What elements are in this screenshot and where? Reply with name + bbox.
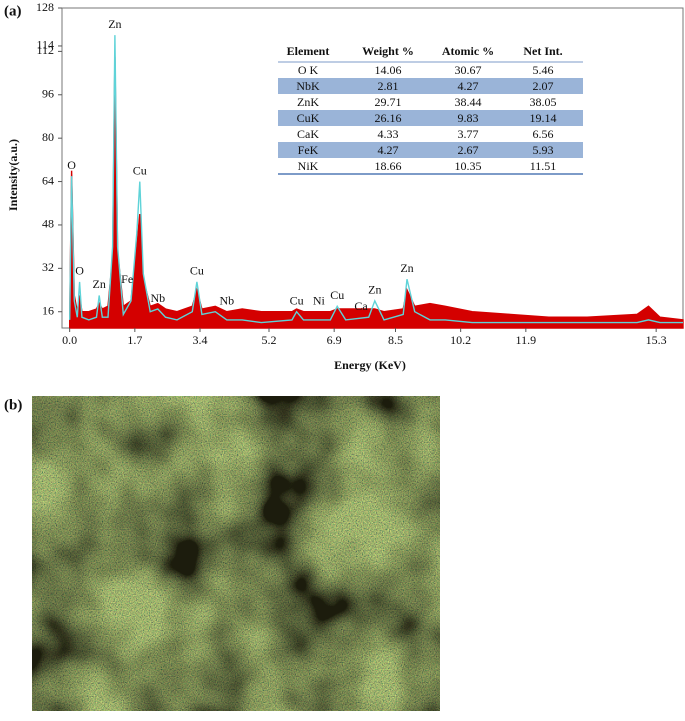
table-header: Atomic % [442, 44, 494, 58]
x-tick-label: 8.5 [388, 333, 403, 347]
table-row-band [278, 94, 583, 110]
peak-label: Zn [93, 277, 106, 291]
y-tick-label: 112 [36, 43, 54, 57]
x-tick-label: 6.9 [327, 333, 342, 347]
data-table: Element Weight % Atomic % Net Int. O K 14.06 3… [278, 44, 583, 175]
table-cell: 30.67 [455, 63, 482, 77]
table-cell: 2.07 [533, 79, 554, 93]
table-cell: 5.93 [533, 143, 554, 157]
peak-label: Nb [150, 291, 165, 305]
peak-label: O [67, 158, 76, 172]
table-row-band [278, 142, 583, 158]
y-tick-label: 64 [42, 173, 54, 187]
table-header: Element [287, 44, 330, 58]
x-tick-label: 15.3 [646, 333, 667, 347]
x-tick-label: 0.0 [62, 333, 77, 347]
table-row-band [278, 110, 583, 126]
peak-label: Zn [108, 17, 121, 31]
table-cell: 4.33 [378, 127, 399, 141]
table-cell: 10.35 [455, 159, 482, 173]
peak-label: Cu [330, 288, 344, 302]
peak-label: Zn [368, 283, 381, 297]
peak-label: Ni [313, 293, 326, 307]
table-cell: FeK [298, 143, 319, 157]
panel-label: (a) [4, 3, 22, 19]
table-row-band [278, 78, 583, 94]
table-cell: CaK [297, 127, 319, 141]
table-cell: O K [298, 63, 319, 77]
table-cell: ZnK [297, 95, 319, 109]
x-axis-title: Energy (KeV) [334, 358, 406, 372]
spectrum-line [69, 35, 683, 324]
table-cell: 4.27 [458, 79, 479, 93]
x-tick-label: 10.2 [450, 333, 471, 347]
peak-label: Cu [290, 293, 304, 307]
table-row-band [278, 62, 583, 78]
table-cell: 19.14 [530, 111, 557, 125]
table-cell: 11.51 [530, 159, 557, 173]
peak-label: Cu [190, 264, 204, 278]
y-tick-label: 16 [42, 303, 54, 317]
x-tick-label: 3.4 [193, 333, 208, 347]
table-cell: NiK [298, 159, 319, 173]
peak-label: Fe [121, 272, 133, 286]
y-axis-title: Intensity(a.u.) [6, 139, 20, 211]
table-cell: 38.44 [455, 95, 482, 109]
micrograph [32, 396, 440, 711]
y-tick-label: 80 [42, 130, 54, 144]
y-tick-label: 114 [36, 38, 54, 52]
x-tick-label: 5.2 [262, 333, 277, 347]
table-row-band [278, 158, 583, 174]
table-cell: NbK [296, 79, 320, 93]
y-tick-label: 128 [36, 0, 54, 14]
table-cell: 2.67 [458, 143, 479, 157]
table-cell: 4.27 [378, 143, 399, 157]
peak-label: Cu [133, 163, 147, 177]
x-tick-label: 1.7 [127, 333, 142, 347]
table-cell: 6.56 [533, 127, 554, 141]
table-cell: 9.83 [458, 111, 479, 125]
peak-label: Nb [219, 293, 234, 307]
y-tick-label: 32 [42, 260, 54, 274]
panel-label: (b) [4, 397, 22, 413]
y-tick-label: 96 [42, 87, 54, 101]
table-row-band [278, 126, 583, 142]
table-cell: CuK [297, 111, 320, 125]
table-cell: 18.66 [375, 159, 402, 173]
table-cell: 5.46 [533, 63, 554, 77]
peak-label: Zn [400, 261, 413, 275]
table-cell: 38.05 [530, 95, 557, 109]
table-cell: 26.16 [375, 111, 402, 125]
table-header: Weight % [362, 44, 414, 58]
table-header: Net Int. [523, 44, 562, 58]
x-tick-label: 11.9 [516, 333, 537, 347]
peak-label: O [75, 264, 84, 278]
table-cell: 14.06 [375, 63, 402, 77]
table-cell: 29.71 [375, 95, 402, 109]
table-cell: 3.77 [458, 127, 479, 141]
peak-label: Ca [354, 299, 368, 313]
table-cell: 2.81 [378, 79, 399, 93]
y-tick-label: 48 [42, 217, 54, 231]
